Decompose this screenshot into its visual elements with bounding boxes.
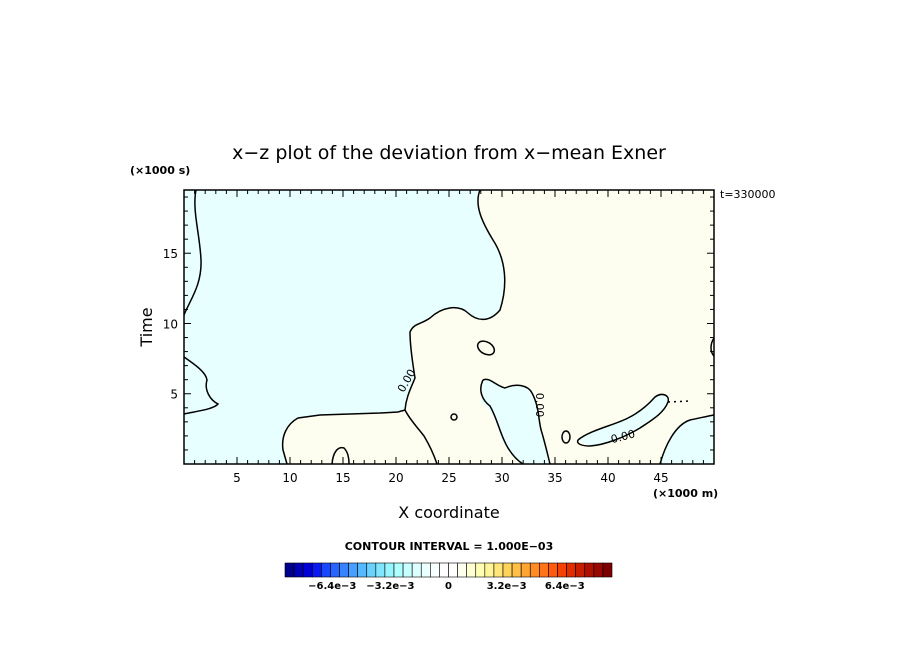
contour-line-left-bottom [183, 356, 220, 415]
colorbar-swatch [411, 562, 422, 578]
colorbar-swatch [375, 562, 386, 578]
axis-tick-labels: 5 10 15 20 25 30 35 40 45 5 10 15 [163, 247, 669, 485]
contour-dotted-trail [667, 400, 691, 403]
colorbar-swatch [430, 562, 440, 578]
colorbar-tick-label: −3.2e−3 [366, 581, 414, 592]
colorbar-swatch [357, 562, 368, 578]
x-tick-label: 40 [600, 471, 615, 485]
colorbar-swatch [466, 562, 477, 578]
negative-region-right [578, 394, 669, 446]
y-axis-label: Time [137, 307, 156, 347]
contour-right-edge [710, 337, 715, 357]
colorbar-swatch [566, 562, 576, 578]
colorbar-swatch [548, 562, 558, 578]
colorbar-swatch [302, 562, 313, 578]
contour-small-ring [561, 430, 571, 444]
colorbar-swatch [402, 562, 413, 578]
colorbar-swatch [330, 562, 340, 578]
x-tick-label: 10 [282, 471, 297, 485]
colorbar-swatch [420, 562, 431, 578]
colorbar-swatch [493, 562, 504, 578]
y-tick-label: 5 [170, 388, 178, 402]
colorbar-swatch [439, 562, 449, 578]
x-tick-label: 20 [388, 471, 403, 485]
contour-closed-ring [476, 340, 496, 356]
chart-title: x−z plot of the deviation from x−mean Ex… [232, 142, 666, 164]
x-tick-label: 35 [547, 471, 562, 485]
contour-lines [183, 189, 715, 465]
x-tick-label: 30 [494, 471, 509, 485]
negative-region-bottom-right [660, 415, 714, 464]
colorbar-tick-label: 3.2e−3 [487, 581, 527, 592]
contour-tiny-ring [450, 413, 458, 421]
contour-interval-label: CONTOUR INTERVAL = 1.000E−03 [345, 540, 554, 553]
colorbar-swatch [557, 562, 567, 578]
axis-ticks [184, 190, 714, 464]
colorbar-tick-label: 6.4e−3 [545, 581, 585, 592]
colorbar [284, 562, 613, 578]
colorbar-swatch [584, 562, 595, 578]
colorbar-swatch [348, 562, 358, 578]
negative-region-centre [481, 379, 550, 464]
contour-line-lower [281, 409, 406, 465]
colorbar-swatch [575, 562, 586, 578]
contour-line-main [404, 189, 506, 465]
contour-label: 0.00 [609, 427, 636, 446]
colorbar-swatch [311, 562, 322, 578]
x-tick-label: 15 [335, 471, 350, 485]
colorbar-swatch [602, 562, 613, 578]
colorbar-swatch [284, 562, 295, 578]
colorbar-swatch [511, 562, 522, 578]
contour-line-left-top [183, 189, 202, 316]
contour-line-mid-bottom [331, 446, 350, 465]
colorbar-tick-label: −6.4e−3 [308, 581, 356, 592]
colorbar-swatch [393, 562, 404, 578]
colorbar-swatch [366, 562, 377, 578]
contour-line-centre-patch [482, 378, 551, 465]
colorbar-swatch [593, 562, 604, 578]
colorbar-swatch [457, 562, 467, 578]
x-tick-label: 45 [653, 471, 668, 485]
plot-area: 0.000.000.00 [183, 189, 715, 465]
contour-label: 0.00 [533, 393, 546, 418]
colorbar-swatch [520, 562, 531, 578]
colorbar-swatch [384, 562, 395, 578]
colorbar-swatch [321, 562, 331, 578]
colorbar-swatch [539, 562, 549, 578]
colorbar-tick-label: 0 [445, 581, 452, 592]
colorbar-swatch [339, 562, 349, 578]
colorbar-swatch [529, 562, 540, 578]
y-tick-label: 15 [163, 247, 178, 261]
y-unit-label: (×1000 s) [130, 164, 190, 177]
x-axis-label: X coordinate [398, 503, 499, 522]
colorbar-swatch [475, 562, 486, 578]
colorbar-swatch [502, 562, 513, 578]
colorbar-labels: −6.4e−3 −3.2e−3 0 3.2e−3 6.4e−3 [308, 581, 585, 592]
contour-line-bottom-right [659, 414, 715, 465]
x-unit-label: (×1000 m) [653, 487, 718, 500]
colorbar-swatch [484, 562, 495, 578]
x-tick-label: 25 [441, 471, 456, 485]
colorbar-swatch [293, 562, 304, 578]
contour-line-centre-left [480, 379, 524, 465]
colorbar-swatch [448, 562, 458, 578]
negative-region-left [184, 190, 505, 464]
time-label: t=330000 [720, 188, 776, 201]
x-tick-label: 5 [233, 471, 241, 485]
y-tick-label: 10 [163, 317, 178, 331]
